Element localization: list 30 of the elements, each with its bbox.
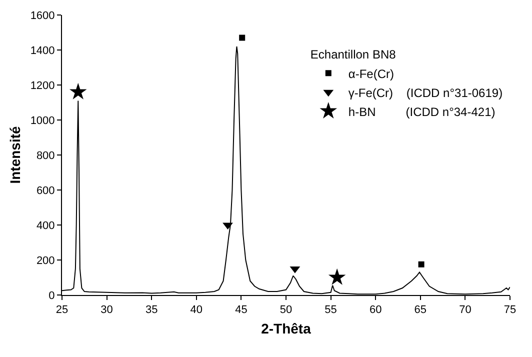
point xyxy=(328,268,346,285)
x-axis-title: 2-Thêta xyxy=(261,320,312,336)
x-tick-label: 55 xyxy=(324,304,337,316)
point xyxy=(418,261,424,268)
y-tick-label: 200 xyxy=(36,254,55,267)
point xyxy=(69,82,87,100)
x-tick-label: 30 xyxy=(100,304,113,316)
x-tick-label: 25 xyxy=(56,304,68,316)
point xyxy=(239,34,246,41)
x-tick-label: 60 xyxy=(369,304,382,316)
y-tick-label: 0 xyxy=(48,290,55,302)
legend-label: γ-Fe(Cr) (ICDD n°31-0619) xyxy=(348,86,503,100)
y-tick-label: 1200 xyxy=(30,80,55,92)
y-tick-label: 1600 xyxy=(30,10,55,22)
y-tick-label: 800 xyxy=(36,150,55,162)
y-tick-label: 600 xyxy=(36,184,55,197)
x-tick-label: 70 xyxy=(459,304,472,316)
y-tick-label: 400 xyxy=(36,220,55,232)
x-tick-label: 35 xyxy=(145,304,158,316)
legend-title: Echantillon BN8 xyxy=(310,48,396,62)
legend-label: α-Fe(Cr) xyxy=(348,66,394,81)
y-tick-label: 1000 xyxy=(30,114,55,127)
y-tick-label: 1400 xyxy=(30,44,55,57)
legend-label: h-BN (ICDD n°34-421) xyxy=(348,104,496,119)
x-tick-label: 50 xyxy=(280,304,292,316)
x-tick-label: 65 xyxy=(414,304,427,316)
x-tick-label: 40 xyxy=(190,304,203,316)
x-tick-label: 45 xyxy=(235,304,248,316)
x-tick-label: 75 xyxy=(504,304,516,316)
y-axis-title: Intensité xyxy=(6,126,23,184)
